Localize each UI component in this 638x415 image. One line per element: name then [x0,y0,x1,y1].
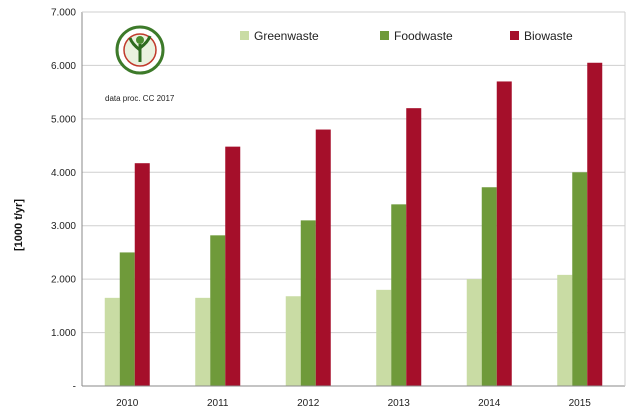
bar-biowaste-2012 [315,129,331,387]
y-axis-ticks: - 1.000 2.000 3.000 4.000 5.000 6.000 7.000 [51,8,76,393]
bar-greenwaste-2012 [285,296,301,386]
y-tick-label: - [73,382,76,393]
bar-foodwaste-2011 [210,235,226,386]
bar-foodwaste-2012 [300,220,316,386]
legend-label-greenwaste: Greenwaste [254,29,319,43]
bar-biowaste-2014 [496,81,512,386]
y-axis-label: [1000 t/yr] [13,199,25,251]
legend-swatch-greenwaste [240,31,249,40]
source-note: data proc. CC 2017 [105,94,175,103]
axes [81,11,626,387]
y-tick-label: 4.000 [51,168,76,179]
x-axis-ticks: 2010 2011 2012 2013 2014 2015 [116,398,591,409]
bar-greenwaste-2015 [557,274,573,386]
y-tick-label: 6.000 [51,61,76,72]
x-tick-label: 2010 [116,398,139,409]
legend: Greenwaste Foodwaste Biowaste [240,29,573,43]
legend-swatch-foodwaste [380,31,389,40]
y-tick-label: 5.000 [51,114,76,125]
bar-foodwaste-2013 [391,204,407,386]
circular-logo [115,25,165,75]
bars [104,62,603,387]
x-tick-label: 2011 [207,398,229,409]
bar-biowaste-2015 [587,62,603,386]
bar-greenwaste-2010 [104,297,120,386]
x-tick-label: 2014 [478,398,501,409]
x-tick-label: 2013 [388,398,411,409]
y-tick-label: 1.000 [51,328,76,339]
y-tick-label: 2.000 [51,275,76,286]
bar-greenwaste-2011 [195,297,211,386]
y-tick-label: 3.000 [51,221,76,232]
legend-label-biowaste: Biowaste [524,29,573,43]
bar-foodwaste-2014 [481,187,497,386]
bar-biowaste-2011 [225,146,241,386]
x-tick-label: 2015 [569,398,592,409]
bar-biowaste-2013 [406,108,422,387]
y-tick-label: 7.000 [51,8,76,19]
bar-foodwaste-2010 [119,252,135,386]
x-tick-label: 2012 [297,398,320,409]
bar-greenwaste-2013 [376,289,392,386]
bar-greenwaste-2014 [466,279,482,386]
legend-swatch-biowaste [510,31,519,40]
bar-foodwaste-2015 [572,172,588,386]
gridlines [82,11,625,334]
bar-biowaste-2010 [134,163,150,386]
legend-label-foodwaste: Foodwaste [394,29,453,43]
